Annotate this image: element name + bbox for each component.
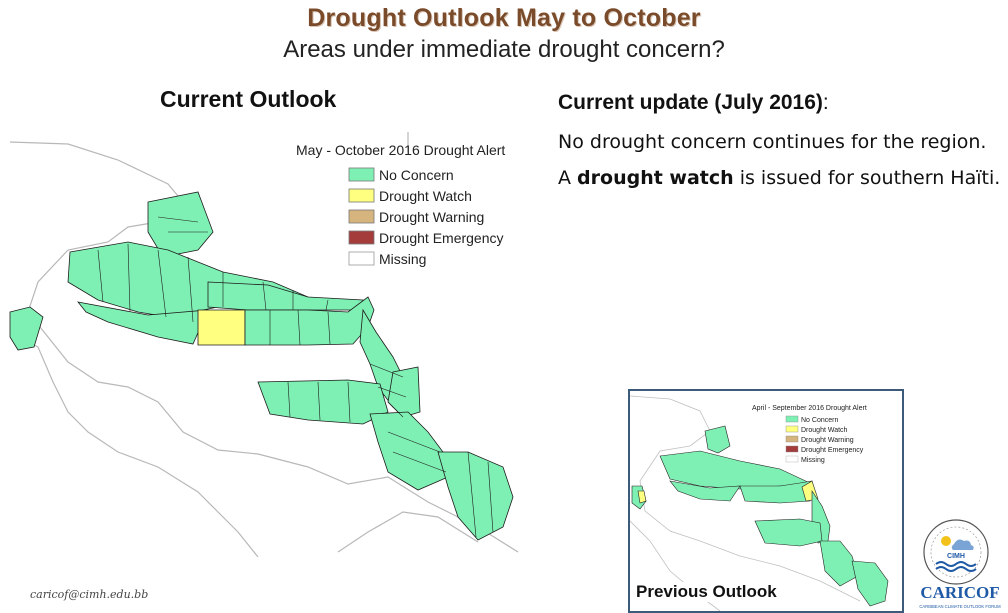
prev-region-polygons <box>631 425 889 607</box>
prev-region-bahamas <box>704 425 731 454</box>
update-line-2: A drought watch is issued for southern H… <box>558 167 1000 189</box>
prev-legend-drought-watch: Drought Watch <box>801 427 848 434</box>
prev-swatch-missing <box>785 455 799 463</box>
legend-drought-watch: Drought Watch <box>379 188 472 204</box>
region-hispaniola-east <box>244 296 375 346</box>
caricof-tagline: CARIBBEAN CLIMATE OUTLOOK FORUM <box>919 604 1001 609</box>
region-polygons <box>9 191 514 541</box>
region-jamaica-south <box>77 301 209 345</box>
previous-outlook-label: Previous Outlook <box>634 582 779 602</box>
update-line-2-suffix: is issued for southern Haïti. <box>733 167 1001 189</box>
update-line-2-prefix: A <box>558 167 578 189</box>
current-outlook-map: May - October 2016 Drought Alert No Conc… <box>9 132 519 557</box>
caricof-wordmark: CARICOF <box>920 583 999 602</box>
cimh-seal <box>923 519 989 585</box>
region-bahamas <box>147 191 214 258</box>
legend-no-concern: No Concern <box>379 167 454 183</box>
slide-subtitle: Areas under immediate drought concern? <box>283 36 725 63</box>
prev-swatch-no-concern <box>785 415 799 423</box>
wave-icon <box>935 561 977 567</box>
region-windward-islands <box>387 366 421 418</box>
region-belize <box>9 306 44 351</box>
sun-icon <box>941 536 951 546</box>
legend-missing: Missing <box>379 251 426 267</box>
region-suriname <box>437 451 514 541</box>
prev-region-belize-watch <box>637 490 647 504</box>
previous-outlook-map-drawing: April - September 2016 Drought Alert No … <box>630 395 889 611</box>
cloud-icon <box>951 539 974 550</box>
current-outlook-label: Current Outlook <box>160 86 337 112</box>
region-subdivisions <box>97 216 494 538</box>
contact-email: caricof@cimh.edu.bb <box>30 588 149 601</box>
prev-region-suriname <box>851 560 889 607</box>
legend-swatch-drought-watch <box>348 188 375 203</box>
prev-swatch-drought-watch <box>785 425 799 433</box>
prev-legend-no-concern: No Concern <box>801 417 838 424</box>
prev-legend-drought-emergency: Drought Emergency <box>801 447 864 454</box>
update-line-1: No drought concern continues for the reg… <box>558 131 987 153</box>
update-heading-colon: : <box>822 91 829 114</box>
legend-drought-warning: Drought Warning <box>379 209 484 225</box>
prev-map-legend: No Concern Drought Watch Drought Warning… <box>785 415 864 464</box>
prev-legend-missing: Missing <box>801 457 825 464</box>
main-map-title: May - October 2016 Drought Alert <box>296 142 505 158</box>
slide-title: Drought Outlook May to October <box>307 4 701 32</box>
update-heading-text: Current update (July 2016) <box>558 91 823 114</box>
drought-watch-term: drought watch <box>577 167 734 189</box>
legend-drought-emergency: Drought Emergency <box>379 230 504 246</box>
prev-swatch-drought-warning <box>785 435 799 443</box>
cimh-label: CIMH <box>947 553 965 560</box>
prev-legend-drought-warning: Drought Warning <box>801 437 854 444</box>
previous-outlook-map: April - September 2016 Drought Alert No … <box>628 389 904 613</box>
caricof-logo: CIMH CARICOF CARIBBEAN CLIMATE OUTLOOK F… <box>919 519 1001 609</box>
region-hispaniola-north <box>207 281 366 311</box>
region-south-caribbean <box>257 379 389 425</box>
legend-swatch-missing <box>348 251 375 266</box>
legend-swatch-drought-emergency <box>348 230 375 245</box>
prev-region-jamaica <box>669 480 741 502</box>
prev-region-south <box>754 518 823 547</box>
prev-map-title: April - September 2016 Drought Alert <box>752 405 867 412</box>
legend-swatch-drought-warning <box>348 209 375 224</box>
prev-swatch-drought-emergency <box>785 445 799 453</box>
region-haiti-south <box>197 309 246 346</box>
main-map-legend: No Concern Drought Watch Drought Warning… <box>348 167 504 267</box>
update-heading: Current update (July 2016): <box>558 91 829 115</box>
legend-swatch-no-concern <box>348 167 375 182</box>
